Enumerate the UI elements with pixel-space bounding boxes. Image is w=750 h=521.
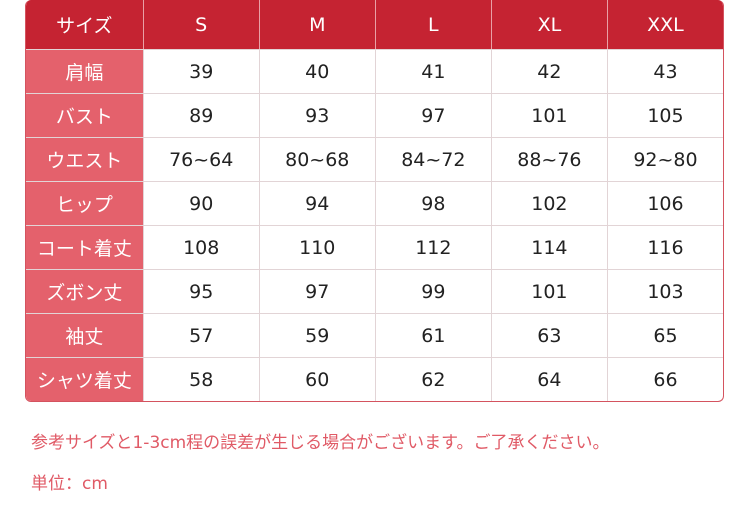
table-cell: 103: [606, 270, 723, 313]
table-cell: 90: [142, 182, 259, 225]
table-cell: 98: [374, 182, 491, 225]
table-cell: 42: [490, 50, 607, 93]
table-cell: XL: [490, 0, 607, 49]
table-cell: 94: [258, 182, 375, 225]
table-cell: 102: [490, 182, 607, 225]
table-cell: 39: [142, 50, 259, 93]
table-cell: 58: [142, 358, 259, 401]
table-cell: 106: [606, 182, 723, 225]
table-row: コート着丈 108 110 112 114 116: [26, 225, 723, 269]
table-cell: 99: [374, 270, 491, 313]
table-cell: 60: [258, 358, 375, 401]
table-cell: 101: [490, 94, 607, 137]
table-cell: 59: [258, 314, 375, 357]
table-cell: 62: [374, 358, 491, 401]
table-cell: 95: [142, 270, 259, 313]
table-cell: M: [258, 0, 375, 49]
table-row: ズボン丈 95 97 99 101 103: [26, 269, 723, 313]
table-cell: 41: [374, 50, 491, 93]
table-row: 袖丈 57 59 61 63 65: [26, 313, 723, 357]
table-cell: 105: [606, 94, 723, 137]
table-cell: 65: [606, 314, 723, 357]
table-cell: 101: [490, 270, 607, 313]
table-cell: 84~72: [374, 138, 491, 181]
row-label: シャツ着丈: [26, 358, 143, 401]
table-cell: 66: [606, 358, 723, 401]
table-row: 肩幅 39 40 41 42 43: [26, 49, 723, 93]
row-label: サイズ: [56, 15, 113, 37]
size-chart-table: サイズ S M L XL XXL 肩幅 39 40 41 42 43 バスト 89 93 97 101 105 ウエ…: [25, 0, 724, 402]
table-cell: 108: [142, 226, 259, 269]
unit-note: 単位：cm: [31, 474, 108, 494]
table-cell: 110: [258, 226, 375, 269]
table-header-row: サイズ S M L XL XXL: [26, 0, 723, 49]
table-row: バスト 89 93 97 101 105: [26, 93, 723, 137]
table-cell: S: [142, 0, 259, 49]
row-label: バスト: [26, 94, 143, 137]
table-cell: 92~80: [606, 138, 723, 181]
row-label: コート着丈: [26, 226, 143, 269]
disclaimer-note: 参考サイズと1-3cm程の誤差が生じる場合がございます。ご了承ください。: [31, 433, 610, 453]
table-cell: 63: [490, 314, 607, 357]
table-cell: 64: [490, 358, 607, 401]
table-cell: 88~76: [490, 138, 607, 181]
table-cell: 57: [142, 314, 259, 357]
row-label: 袖丈: [26, 314, 143, 357]
table-cell: L: [374, 0, 491, 49]
row-label: ズボン丈: [26, 270, 143, 313]
table-cell: 114: [490, 226, 607, 269]
table-cell: 93: [258, 94, 375, 137]
row-label: ウエスト: [26, 138, 143, 181]
table-cell: XXL: [606, 0, 723, 49]
table-cell: 80~68: [258, 138, 375, 181]
table-cell: 76~64: [142, 138, 259, 181]
table-cell: 97: [258, 270, 375, 313]
table-row: ウエスト 76~64 80~68 84~72 88~76 92~80: [26, 137, 723, 181]
table-cell: 116: [606, 226, 723, 269]
table-cell: 43: [606, 50, 723, 93]
row-label: 肩幅: [26, 50, 143, 93]
table-cell: 61: [374, 314, 491, 357]
table-cell: 97: [374, 94, 491, 137]
table-cell: 112: [374, 226, 491, 269]
table-cell: 89: [142, 94, 259, 137]
table-row: シャツ着丈 58 60 62 64 66: [26, 357, 723, 401]
table-row: ヒップ 90 94 98 102 106: [26, 181, 723, 225]
row-label: ヒップ: [26, 182, 143, 225]
table-cell: 40: [258, 50, 375, 93]
